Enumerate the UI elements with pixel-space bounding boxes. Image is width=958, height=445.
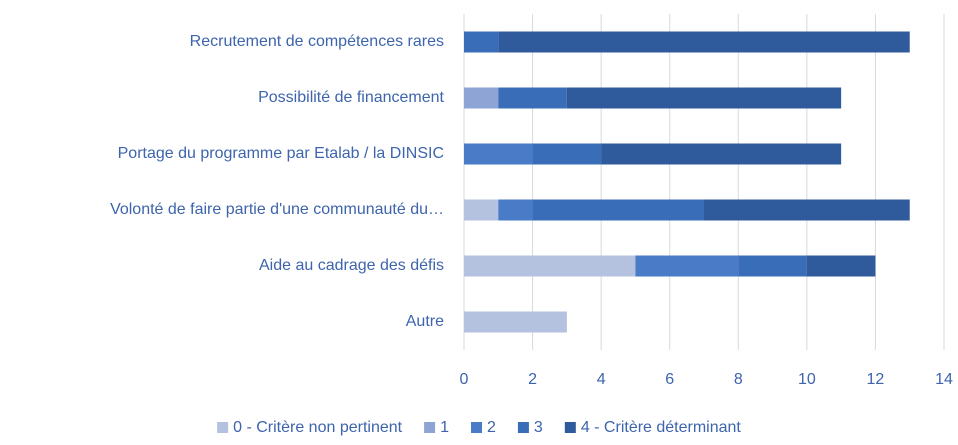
bar-segment <box>464 199 499 221</box>
y-tick-label: Autre <box>406 313 444 330</box>
bar-segment <box>498 31 910 53</box>
bar-segment <box>498 199 533 221</box>
x-tick-label: 0 <box>460 371 469 388</box>
legend-label: 1 <box>440 419 449 436</box>
bar-segment <box>464 31 499 53</box>
x-tick-label: 8 <box>734 371 743 388</box>
legend-label: 4 - Critère déterminant <box>581 419 742 436</box>
bar-segment <box>806 255 876 277</box>
bar-segment <box>704 199 910 221</box>
bar-segment <box>532 199 704 221</box>
bar-segment <box>498 87 567 109</box>
bar-segment <box>464 255 636 277</box>
y-tick-label: Volonté de faire partie d'une communauté… <box>110 201 444 218</box>
bar-segment <box>601 143 842 165</box>
bar-segment <box>464 311 567 333</box>
y-tick-label: Recrutement de compétences rares <box>190 33 444 50</box>
bar-segment <box>464 87 499 109</box>
bar-segment <box>464 143 533 165</box>
bar-segment <box>566 87 842 109</box>
x-tick-label: 6 <box>665 371 674 388</box>
y-tick-label: Possibilité de financement <box>258 89 444 106</box>
legend-swatch <box>517 422 529 433</box>
x-tick-label: 12 <box>867 371 885 388</box>
x-tick-label: 14 <box>935 371 953 388</box>
legend-swatch <box>424 422 436 433</box>
legend-swatch <box>471 422 483 433</box>
y-tick-label: Aide au cadrage des défis <box>259 257 444 274</box>
legend-label: 3 <box>534 419 543 436</box>
x-tick-label: 2 <box>528 371 537 388</box>
legend-swatch <box>217 422 229 433</box>
legend-swatch <box>564 422 576 433</box>
legend-label: 2 <box>487 419 496 436</box>
legend-label: 0 - Critère non pertinent <box>233 419 403 436</box>
x-tick-label: 10 <box>798 371 816 388</box>
y-tick-label: Portage du programme par Etalab / la DIN… <box>118 145 444 162</box>
bar-segment <box>738 255 807 277</box>
bar-segment <box>635 255 739 277</box>
x-tick-label: 4 <box>597 371 606 388</box>
bar-segment <box>532 143 602 165</box>
